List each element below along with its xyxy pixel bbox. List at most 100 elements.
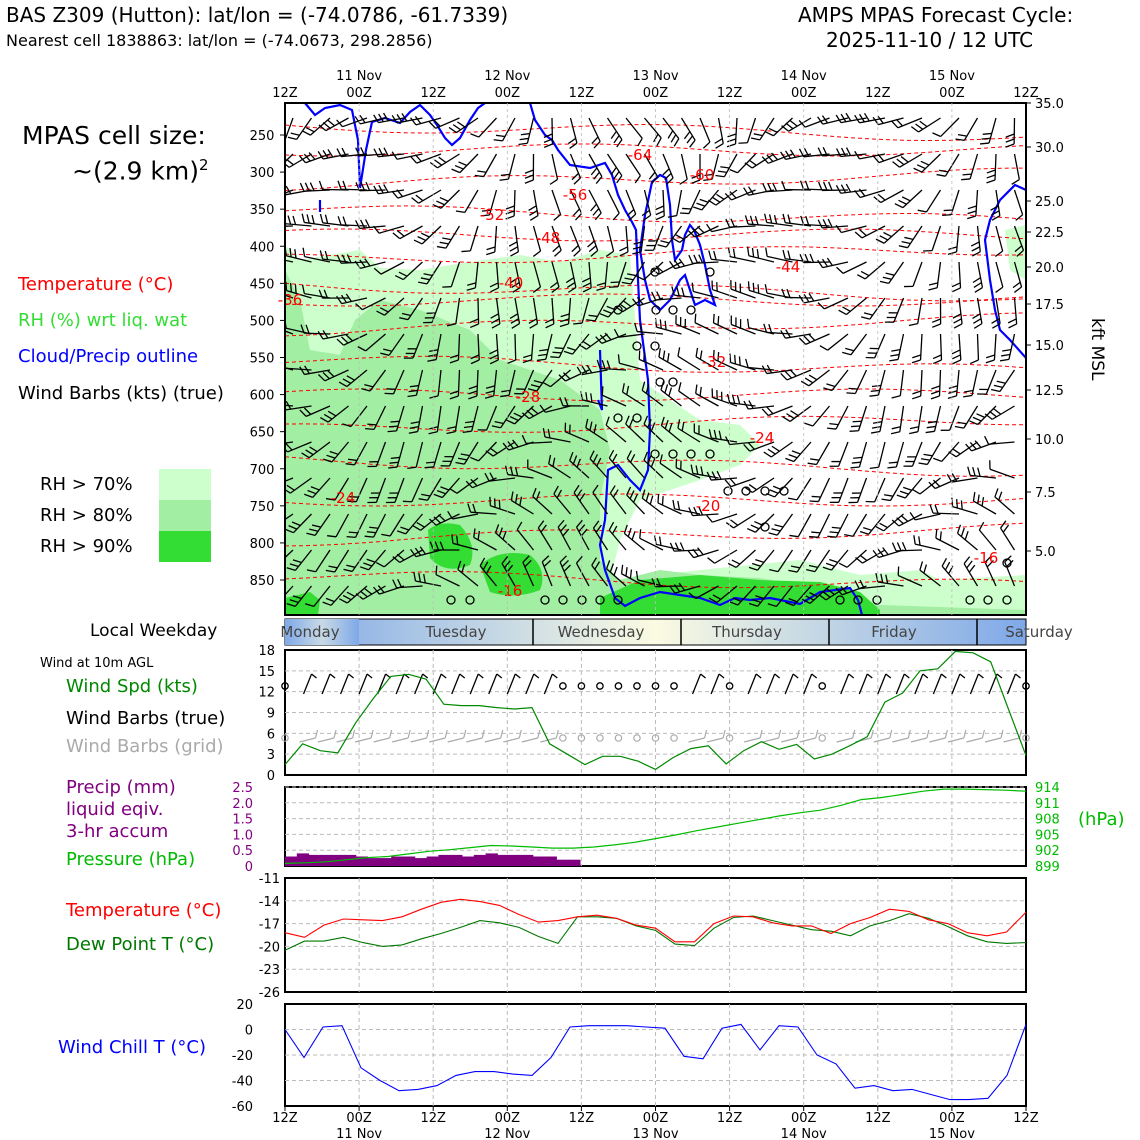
profile-wind-barb-flag [563,372,571,380]
chill-tick-label: 0 [245,1024,253,1039]
profile-wind-barb-flag [396,114,403,123]
profile-wind-barb-flag [920,458,931,461]
profile-wind-barb-flag [679,178,688,185]
profile-wind-barb-flag [396,189,404,197]
profile-wind-barb-flag [535,491,541,501]
profile-wind-barb-flag [514,466,519,476]
profile-wind-barb-flag [752,282,755,292]
profile-wind-barb-flag [788,454,798,459]
legend-rh80: RH > 80% [40,505,133,526]
precip-bar [379,858,392,866]
wind-barbs-profile [285,112,1025,608]
profile-wind-barb-flag [433,119,441,127]
profile-wind-barb-flag [698,254,704,264]
wind-grid-barb [688,737,705,743]
wind-grid-barb [484,737,501,743]
profile-wind-barb [464,189,479,213]
kft-tick-label: 35.0 [1035,97,1064,112]
profile-wind-barb [766,255,793,263]
profile-wind-barb-flag [699,198,709,203]
wind-grid-calm-circle [614,734,623,742]
profile-wind-barb-flag [649,495,654,505]
bottom-hour-tick-label: 12Z [420,1111,446,1126]
profile-wind-barb-flag [427,358,437,362]
profile-wind-barb-flag [375,561,385,568]
profile-wind-barb-flag [576,458,581,468]
temperature-contour-label: -48 [536,229,561,247]
profile-wind-barb-flag [454,164,464,170]
wind-grid-barb-flag [518,729,522,739]
profile-wind-barb [941,441,960,462]
profile-wind-barb-flag [514,494,518,504]
profile-wind-barb-flag [736,395,741,405]
pressure-tick-label: 400 [250,240,275,255]
wind-tick-label: 0 [267,769,275,784]
profile-wind-barb [285,441,294,444]
profile-wind-barb-flag [978,521,985,531]
calm-circle [540,595,550,605]
profile-wind-barb-flag [287,215,292,225]
profile-wind-barb-flag [341,336,349,344]
profile-wind-barb-flag [509,313,519,319]
profile-wind-barb-flag [501,556,509,564]
temperature-line [284,898,1027,943]
profile-wind-barb-flag [743,443,751,452]
profile-wind-barb [335,513,350,538]
bottom-hour-tick-label: 12Z [865,1111,891,1126]
profile-wind-barb-flag [743,187,750,196]
profile-wind-barb-flag [489,472,495,481]
profile-wind-barb-flag [439,196,449,202]
profile-wind-barb-flag [599,313,609,318]
profile-wind-barb-flag [695,384,698,394]
profile-wind-barb-flag [357,346,367,352]
profile-wind-barb-flag [466,287,476,291]
profile-wind-barb-flag [890,431,900,435]
temp-tick-label: -26 [259,986,280,1001]
profile-wind-barb-flag [967,466,971,476]
wind-true-barb-flag [903,673,910,679]
profile-wind-barb-flag [645,384,650,394]
profile-wind-barb-flag [286,567,296,572]
profile-wind-barb-flag [613,171,620,180]
profile-wind-barb-flag [891,519,900,527]
profile-wind-barb-flag [595,524,603,533]
profile-wind-barb-flag [449,390,459,395]
bottom-hour-tick-label: 00Z [346,1111,372,1126]
profile-wind-barb-flag [501,389,511,393]
profile-wind-barb-flag [589,421,593,431]
profile-wind-barb-flag [418,573,422,583]
profile-wind-barb-flag [595,336,603,344]
wind-tick-label: 9 [267,707,275,722]
profile-wind-barb-flag [904,236,914,240]
profile-wind-barb-flag [650,458,656,468]
profile-wind-barb-flag [859,554,868,562]
profile-wind-barb-flag [543,138,553,144]
profile-wind-barb-flag [522,555,530,563]
pressure-tick-label: 650 [250,426,275,441]
profile-wind-barb [777,549,794,572]
profile-wind-barb-flag [470,359,480,365]
profile-wind-barb-flag [871,384,882,388]
profile-wind-barb-flag [765,247,768,257]
wind-grid-barb-flag [963,729,967,739]
wind-calm-circle [1022,682,1030,690]
profile-wind-barb-flag [954,425,964,429]
profile-wind-barb-flag [753,133,763,137]
profile-wind-barb-flag [289,599,299,604]
profile-wind-barb-flag [292,595,302,600]
profile-wind-barb-flag [768,127,778,133]
profile-wind-barb-flag [388,425,399,428]
profile-wind-barb-flag [346,591,356,598]
wind-grid-barb [762,737,779,743]
profile-wind-barb-flag [952,287,961,293]
profile-wind-barb-flag [611,525,618,535]
profile-wind-barb-flag [784,150,791,159]
profile-wind-barb-flag [609,485,616,494]
profile-wind-barb-flag [627,527,632,537]
profile-wind-barb-flag [964,531,969,540]
profile-wind-barb-flag [658,348,661,358]
temperature-contour-label: -52 [480,206,505,224]
profile-wind-barb [978,529,997,551]
profile-wind-barb-flag [489,349,498,355]
profile-wind-barb-flag [366,558,376,563]
